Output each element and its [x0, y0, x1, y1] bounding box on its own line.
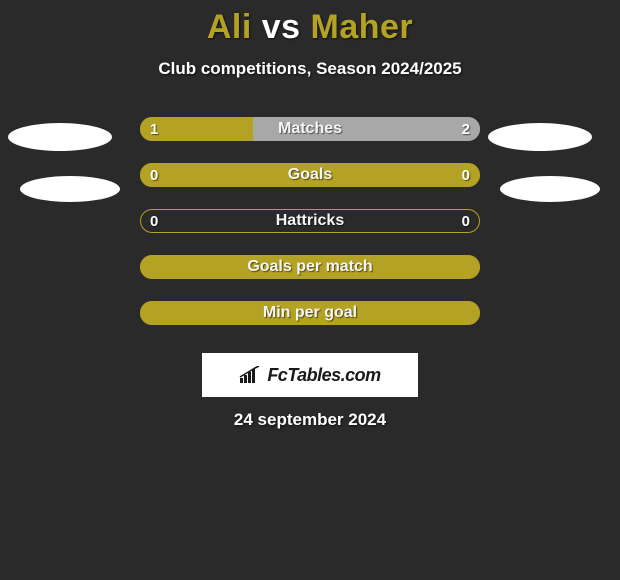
player1-name: Ali [207, 8, 252, 46]
stat-value-left: 0 [150, 209, 158, 233]
subtitle: Club competitions, Season 2024/2025 [0, 59, 620, 79]
bars-icon [239, 366, 261, 384]
decorative-ellipse [488, 123, 592, 151]
decorative-ellipse [8, 123, 112, 151]
stat-row: Hattricks00 [140, 209, 480, 233]
stat-value-right: 0 [462, 163, 470, 187]
stat-bar-fill [140, 301, 480, 325]
source-badge-text: FcTables.com [267, 365, 380, 386]
decorative-ellipse [500, 176, 600, 202]
stat-bar-fill [140, 163, 480, 187]
stat-row: Goals per match [140, 255, 480, 279]
page-title: Ali vs Maher [0, 0, 620, 47]
stat-value-right: 0 [462, 209, 470, 233]
stat-row: Min per goal [140, 301, 480, 325]
source-badge: FcTables.com [202, 353, 418, 397]
stat-bar-right-fill [253, 117, 480, 141]
stat-value-left: 1 [150, 117, 158, 141]
decorative-ellipse [20, 176, 120, 202]
stat-bar-fill [140, 209, 480, 233]
stat-value-right: 2 [462, 117, 470, 141]
snapshot-date: 24 september 2024 [0, 410, 620, 430]
stat-row: Goals00 [140, 163, 480, 187]
stat-bar-fill [140, 255, 480, 279]
player2-name: Maher [311, 8, 414, 46]
stat-value-left: 0 [150, 163, 158, 187]
vs-separator: vs [262, 8, 301, 46]
stat-row: Matches12 [140, 117, 480, 141]
